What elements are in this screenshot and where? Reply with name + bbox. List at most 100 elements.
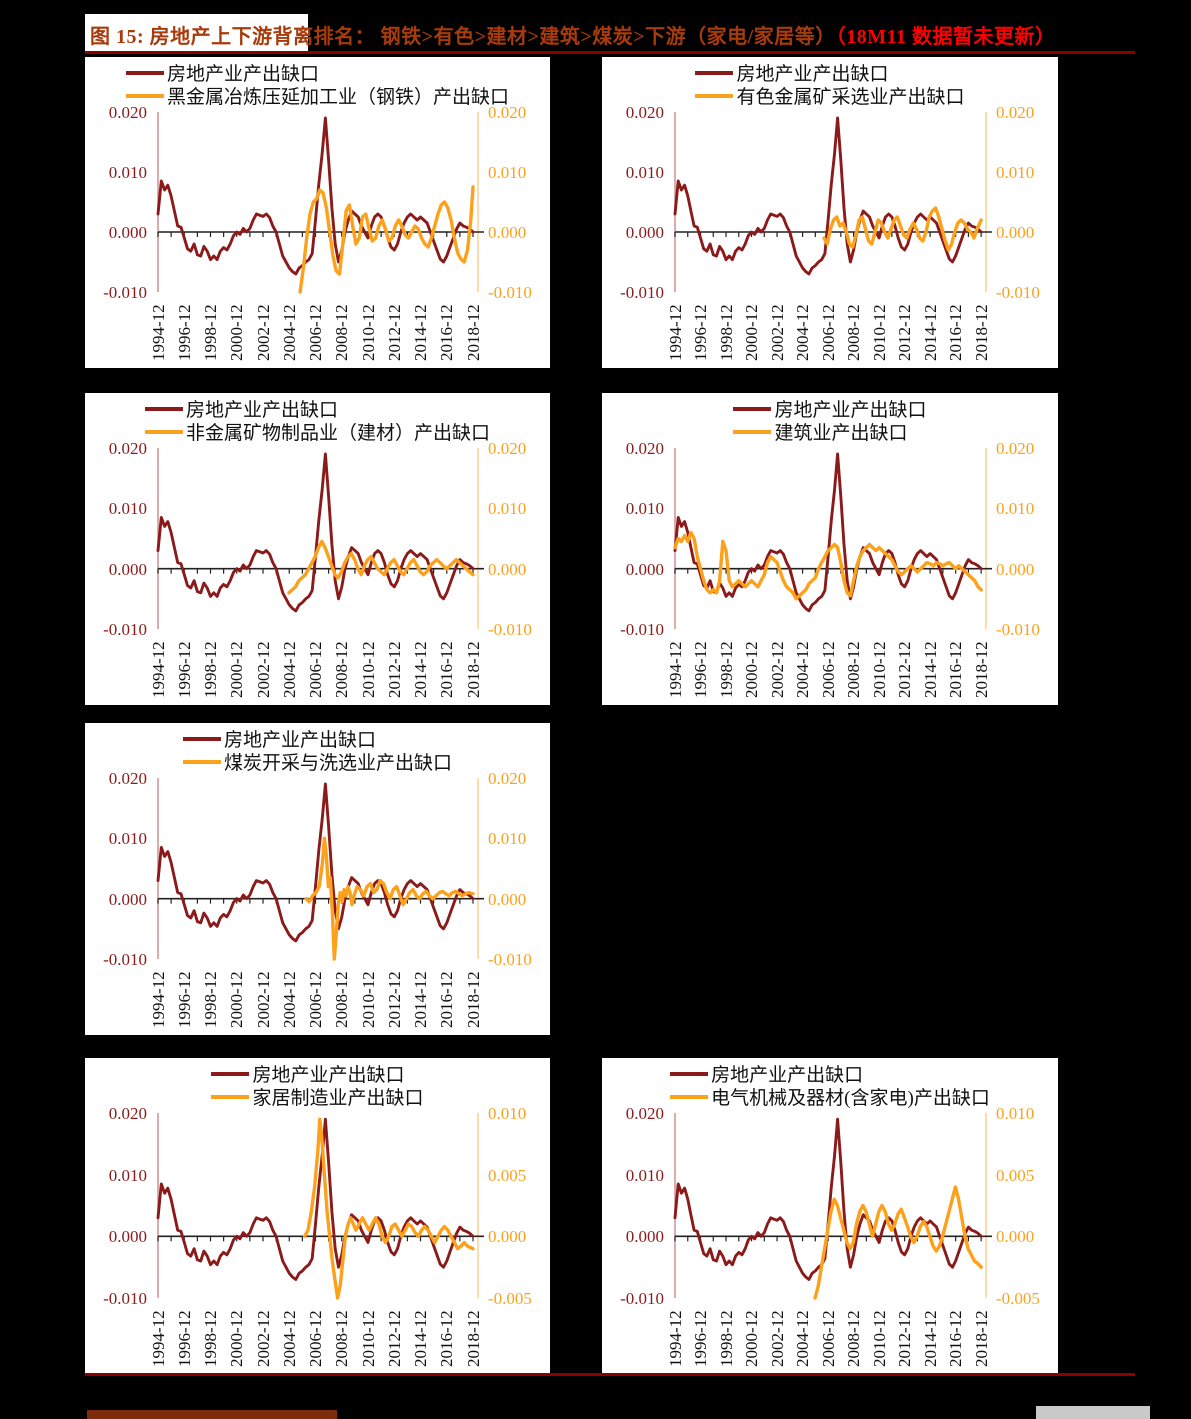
legend-label: 非金属矿物制品业（建材）产出缺口 (185, 423, 490, 444)
right-axis-tick-label: 0.020 (488, 103, 527, 122)
series-line-orange (298, 185, 475, 294)
legend-item: 房地产业产出缺口 (182, 729, 452, 752)
legend-label: 建筑业产出缺口 (774, 423, 908, 444)
plot-svg (673, 448, 992, 629)
legend-swatch-maroon (182, 736, 221, 741)
right-axis-tick-label: 0.010 (488, 829, 527, 849)
x-axis-tick-label: 1998-12 (716, 304, 736, 361)
x-axis-tick-label: 2014-12 (411, 304, 430, 361)
right-axis-tick-label: 0.005 (996, 1165, 1035, 1185)
series-line-orange (822, 206, 983, 252)
plot-svg (156, 1113, 484, 1300)
x-axis-tick-label: 2018-12 (971, 641, 991, 698)
legend-item: 非金属矿物制品业（建材）产出缺口 (144, 422, 490, 445)
left-axis-tick-label: 0.000 (625, 1227, 664, 1247)
chart-block-1: 房地产业产出缺口 黑金属冶炼压延加工业（钢铁）产出缺口 0.020 0.010 0.00… (85, 57, 550, 368)
x-axis-tick-label: 1994-12 (665, 641, 685, 698)
x-axis-tick-label: 2014-12 (920, 304, 940, 361)
legend-label: 黑金属冶炼压延加工业（钢铁）产出缺口 (166, 87, 509, 108)
x-axis-tick-label: 2000-12 (227, 1310, 247, 1367)
x-axis-tick-label: 2002-12 (253, 304, 273, 361)
right-axis-tick-label: 0.010 (996, 499, 1035, 519)
x-axis-tick-label: 2002-12 (253, 641, 273, 698)
legend-label: 房地产业产出缺口 (711, 1065, 864, 1086)
x-axis-tick-label: 2004-12 (279, 971, 299, 1028)
legend-item: 房地产业产出缺口 (211, 1064, 423, 1087)
right-axis-tick-label: 0.020 (996, 439, 1035, 458)
right-axis-tick-label: 0.010 (488, 499, 527, 519)
left-axis-tick-label: -0.010 (103, 283, 147, 302)
x-axis-tick-label: 1994-12 (665, 1310, 685, 1367)
x-axis-tick-label: 2012-12 (895, 641, 915, 698)
x-axis-tick-label: 2008-12 (332, 641, 352, 698)
x-axis-tick-label: 2008-12 (332, 1310, 352, 1367)
right-axis-tick-label: -0.010 (488, 620, 532, 639)
x-axis-tick-label: 2012-12 (384, 641, 404, 698)
x-axis-tick-label: 2002-12 (767, 304, 787, 361)
legend-swatch-orange (125, 93, 164, 98)
series-line-maroon (673, 1117, 983, 1281)
x-axis-tick-label: 2018-12 (971, 1310, 991, 1367)
x-axis-tick-label: 2010-12 (869, 304, 889, 361)
legend-item: 房地产业产出缺口 (733, 399, 927, 422)
legend-item: 电气机械及器材(含家电)产出缺口 (670, 1087, 990, 1110)
right-axis-tick-label: 0.000 (996, 1227, 1035, 1247)
x-axis-tick-label: 1996-12 (691, 1310, 710, 1367)
left-axis-tick-label: 0.020 (625, 1104, 664, 1123)
figure-title: 图 15: 房地产上下游背离排名： 钢铁>有色>建材>建筑>煤炭>下游（家电/家… (90, 20, 1180, 49)
left-axis-tick-label: 0.020 (625, 103, 664, 122)
series-line-maroon (156, 116, 475, 276)
legend-item: 有色金属矿采选业产出缺口 (695, 86, 965, 109)
legend-label: 房地产业产出缺口 (774, 400, 927, 421)
legend-item: 家居制造业产出缺口 (211, 1087, 424, 1110)
right-axis-tick-label: 0.000 (488, 223, 527, 242)
x-axis-tick-label: 1998-12 (201, 1310, 220, 1367)
legend-swatch-orange (733, 429, 772, 434)
x-axis-tick-label: 2016-12 (946, 1310, 966, 1367)
series-line-orange (304, 836, 475, 961)
x-axis-tick-label: 2010-12 (358, 1310, 378, 1367)
right-axis-tick-label: -0.010 (996, 283, 1040, 302)
left-axis-tick-label: 0.020 (625, 439, 664, 458)
x-axis-tick-label: 2004-12 (279, 641, 299, 698)
left-axis-tick-label: 0.000 (108, 889, 147, 909)
right-axis-tick-label: 0.010 (488, 163, 527, 182)
x-axis-tick-label: 2000-12 (227, 304, 247, 361)
x-axis-tick-label: 2004-12 (279, 1310, 299, 1367)
plot-svg (156, 112, 484, 294)
x-axis-tick-label: 2012-12 (384, 971, 404, 1028)
brown-bar (87, 1410, 337, 1419)
x-axis-tick-label: 2006-12 (306, 641, 325, 698)
series-line-maroon (673, 116, 983, 276)
right-axis-tick-label: -0.010 (996, 620, 1040, 639)
left-axis-tick-label: 0.010 (108, 163, 147, 182)
plot-svg (673, 1113, 992, 1300)
chart-legend: 房地产业产出缺口 家居制造业产出缺口 (211, 1064, 424, 1110)
plot-svg (673, 112, 992, 292)
x-axis-tick-label: 2010-12 (358, 304, 378, 361)
right-axis-tick-label: 0.000 (996, 223, 1035, 242)
chart-block-6: 房地产业产出缺口 家居制造业产出缺口 0.020 0.010 0.000 -0.010 0.… (85, 1058, 550, 1374)
x-axis-tick-label: 2008-12 (844, 304, 864, 361)
left-axis-tick-label: 0.000 (108, 223, 147, 242)
x-axis-tick-label: 2000-12 (227, 641, 247, 698)
right-axis-tick-label: 0.010 (996, 163, 1035, 182)
left-axis-tick-label: 0.010 (108, 499, 147, 519)
right-axis-tick-label: -0.005 (488, 1289, 532, 1308)
left-axis-tick-label: 0.010 (108, 829, 147, 849)
right-axis-tick-label: 0.020 (996, 103, 1035, 122)
series-line-maroon (156, 782, 475, 943)
figure-title-note: （18M11 数据暂未更新） (835, 26, 1056, 48)
x-axis-tick-label: 2010-12 (869, 641, 889, 698)
chart-block-2: 房地产业产出缺口 有色金属矿采选业产出缺口 0.020 0.010 0.000 -0.01… (602, 57, 1058, 368)
x-axis-tick-label: 2004-12 (793, 641, 813, 698)
top-divider-rule (85, 51, 1135, 54)
left-axis-tick-label: -0.010 (620, 1289, 664, 1308)
x-axis-tick-label: 2000-12 (742, 1310, 762, 1367)
legend-label: 煤炭开采与洗选业产出缺口 (223, 753, 452, 774)
x-axis-tick-label: 2002-12 (253, 1310, 273, 1367)
legend-item: 建筑业产出缺口 (733, 422, 926, 445)
left-axis-tick-label: -0.010 (103, 1289, 147, 1308)
left-axis-tick-label: 0.020 (108, 103, 147, 122)
left-axis-tick-label: -0.010 (620, 283, 664, 302)
